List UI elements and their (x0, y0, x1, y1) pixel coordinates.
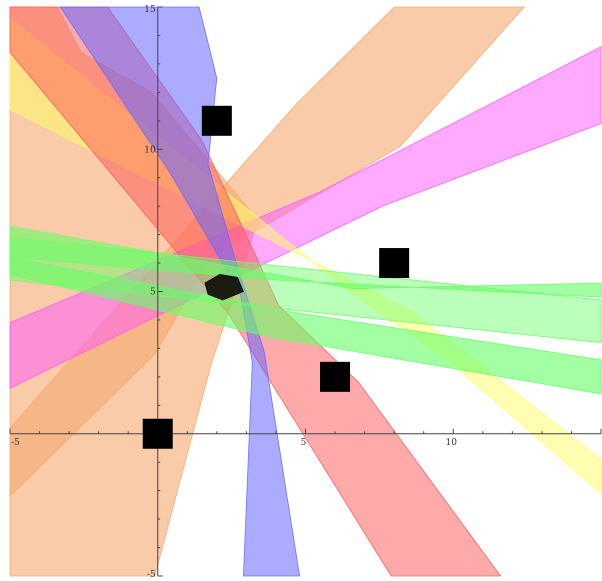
tick-marks: -5 5 10 15 10 5 -5 (9, 5, 602, 580)
point-marker (379, 248, 410, 279)
point-marker (142, 418, 173, 449)
x-tick-label: 10 (446, 438, 458, 448)
region-band-10 (204, 273, 244, 301)
point-markers (142, 105, 410, 449)
y-tick-label: 10 (144, 145, 156, 155)
y-tick-label: -5 (147, 570, 156, 580)
point-marker (320, 361, 351, 392)
point-marker (201, 105, 232, 136)
x-tick-label: -5 (11, 438, 20, 448)
region-band-6 (59, 6, 301, 577)
y-tick-label: 15 (144, 5, 156, 15)
y-tick-label: 5 (150, 288, 156, 298)
x-tick-label: 5 (301, 438, 307, 448)
shaded-regions (9, 6, 602, 577)
